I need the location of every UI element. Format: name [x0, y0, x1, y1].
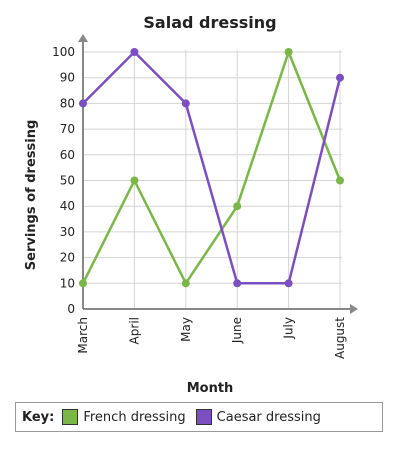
data-point-caesar: [181, 99, 190, 108]
data-point-caesar: [336, 73, 344, 82]
x-tick-label: May: [179, 317, 193, 342]
y-axis-arrow: [78, 34, 88, 42]
data-point-caesar: [79, 99, 87, 108]
data-point-caesar: [233, 279, 242, 288]
axes: [78, 34, 358, 314]
y-tick-label: 0: [67, 302, 75, 316]
y-tick-label: 40: [60, 199, 75, 213]
y-tick-label: 30: [60, 225, 75, 239]
y-tick-label: 60: [60, 148, 75, 162]
y-tick-label: 70: [60, 122, 75, 136]
legend-swatch-caesar: [195, 409, 212, 425]
legend-title: Key:: [22, 409, 55, 425]
x-tick-label: June: [230, 317, 244, 344]
x-axis-arrow: [350, 304, 358, 314]
data-point-french: [284, 48, 293, 56]
series-lines: [79, 48, 344, 288]
legend-label-caesar: Caesar dressing: [216, 409, 321, 425]
data-point-french: [336, 176, 344, 185]
x-tick-labels: March April May June July August: [76, 317, 347, 359]
chart-title: Salad dressing: [143, 13, 276, 32]
x-tick-label: April: [127, 317, 141, 344]
x-tick-label: August: [333, 317, 347, 359]
series-line-caesar: [82, 50, 342, 285]
y-tick-label: 20: [60, 251, 75, 265]
y-tick-label: 10: [60, 276, 75, 290]
y-tick-label: 100: [52, 45, 75, 59]
y-tick-label: 80: [60, 96, 75, 110]
y-tick-label: 90: [60, 71, 75, 85]
data-point-caesar: [130, 48, 139, 56]
x-tick-label: March: [76, 317, 90, 354]
series-line-french: [81, 50, 342, 285]
legend-entry-caesar: Caesar dressing: [195, 409, 321, 425]
x-tick-label: July: [282, 317, 296, 340]
legend-swatch-french: [62, 409, 79, 425]
data-point-french: [181, 279, 190, 288]
x-axis-title: Month: [187, 381, 234, 396]
data-point-caesar: [284, 279, 293, 288]
y-tick-label: 50: [60, 174, 75, 188]
data-point-french: [79, 279, 87, 288]
legend-entry-french: French dressing: [62, 409, 186, 425]
data-point-french: [130, 176, 139, 185]
legend-label-french: French dressing: [83, 409, 186, 425]
data-point-french: [233, 202, 242, 211]
y-tick-labels: 0 10 20 30 40 50 60 70 80 90 100: [52, 45, 75, 316]
y-axis-title: Servings of dressing: [24, 120, 39, 270]
legend: Key: French dressing Caesar dressing: [15, 402, 383, 432]
grid: [83, 50, 342, 309]
line-chart: Salad dressing 0 10 20 30 40 50 60 70 80 90 100 Ma…: [24, 13, 358, 396]
